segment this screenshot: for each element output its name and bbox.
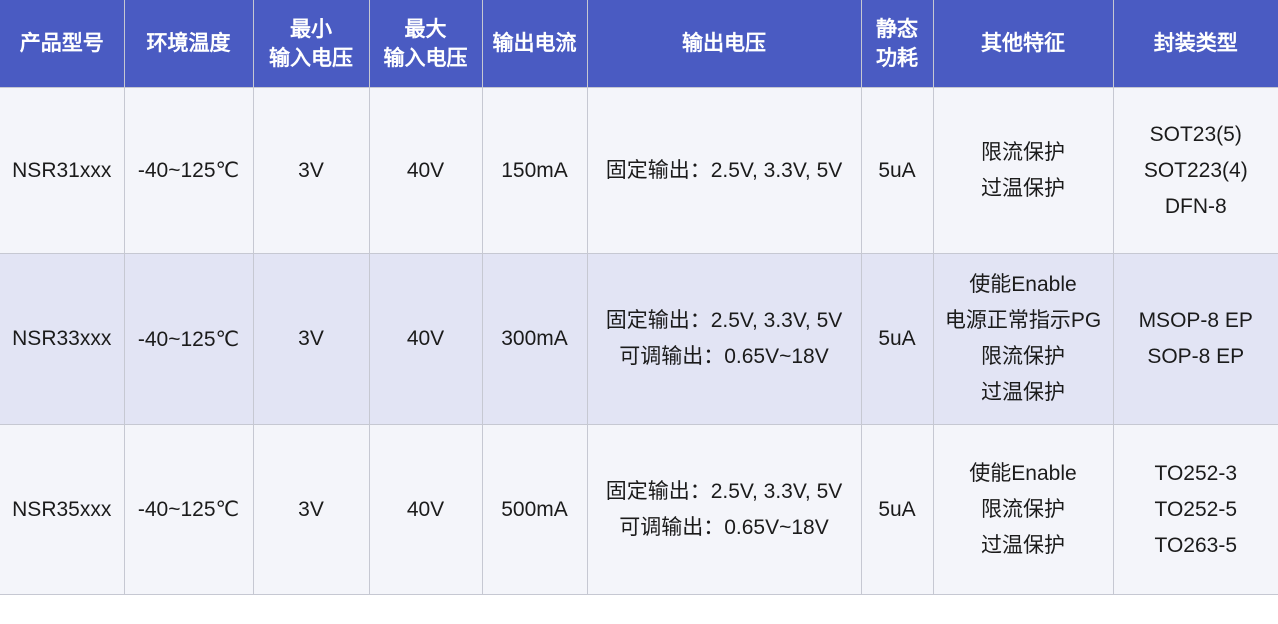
cell-model: NSR33xxx xyxy=(0,253,125,425)
cell-min-input-voltage: 3V xyxy=(252,87,370,254)
column-header-max-input-voltage: 最大 输入电压 xyxy=(368,0,483,88)
cell-quiescent-power: 5uA xyxy=(860,253,934,425)
column-header-package-type: 封装类型 xyxy=(1112,0,1278,88)
header-label-line: 静态 xyxy=(876,17,918,41)
header-label: 输出电流 xyxy=(492,32,577,55)
cell-max-input-voltage: 40V xyxy=(368,424,483,595)
cell-quiescent-power: 5uA xyxy=(860,424,934,595)
cell-line: SOP-8 EP xyxy=(1147,345,1245,368)
cell-line: 可调输出：0.65V~18V xyxy=(619,345,829,368)
table-row-nsr35: NSR35xxx -40~125℃ 3V 40V 500mA 固定输出：2.5V… xyxy=(0,424,1278,595)
cell-min-input-voltage: 3V xyxy=(252,253,370,425)
cell-line: 限流保护 xyxy=(981,140,1065,164)
cell-line: TO252-5 xyxy=(1154,497,1238,521)
cell-quiescent-power: 5uA xyxy=(860,87,934,254)
cell-output-voltage: 固定输出：2.5V, 3.3V, 5V xyxy=(586,87,862,254)
table-header: 产品型号 环境温度 最小 输入电压 最大 输入电压 输出电流 输出电压 静态 功… xyxy=(0,0,1278,88)
cell-line: 使能Enable xyxy=(969,273,1077,296)
cell-line: TO252-3 xyxy=(1154,461,1238,485)
cell-model: NSR31xxx xyxy=(0,87,125,254)
cell-line: 可调输出：0.65V~18V xyxy=(619,515,829,539)
cell-max-input-voltage: 40V xyxy=(368,87,483,254)
cell-output-voltage: 固定输出：2.5V, 3.3V, 5V 可调输出：0.65V~18V xyxy=(586,424,862,595)
cell-ambient-temp: -40~125℃ xyxy=(123,87,254,254)
cell-other-features: 使能Enable 电源正常指示PG 限流保护 过温保护 xyxy=(932,253,1114,425)
cell-ambient-temp: -40~125℃ xyxy=(123,253,254,425)
column-header-min-input-voltage: 最小 输入电压 xyxy=(252,0,370,88)
cell-line: 过温保护 xyxy=(981,381,1065,404)
cell-line: MSOP-8 EP xyxy=(1138,309,1253,332)
header-label: 环境温度 xyxy=(146,32,231,55)
cell-line: 限流保护 xyxy=(981,497,1065,521)
cell-max-input-voltage: 40V xyxy=(368,253,483,425)
column-header-ambient-temp: 环境温度 xyxy=(123,0,254,88)
header-label-line: 输入电压 xyxy=(269,46,353,70)
header-label-line: 输入电压 xyxy=(383,46,468,70)
header-row: 产品型号 环境温度 最小 输入电压 最大 输入电压 输出电流 输出电压 静态 功… xyxy=(0,0,1278,88)
header-label: 产品型号 xyxy=(19,32,104,55)
cell-line: 电源正常指示PG xyxy=(944,309,1102,332)
cell-line: 过温保护 xyxy=(981,176,1065,200)
cell-other-features: 限流保护 过温保护 xyxy=(932,87,1114,254)
table-row-nsr31: NSR31xxx -40~125℃ 3V 40V 150mA 固定输出：2.5V… xyxy=(0,87,1278,254)
cell-line: 固定输出：2.5V, 3.3V, 5V xyxy=(605,158,843,182)
cell-line: SOT223(4) xyxy=(1143,158,1248,182)
cell-line: 固定输出：2.5V, 3.3V, 5V xyxy=(605,479,843,503)
header-label-line: 最大 xyxy=(404,17,447,41)
header-label: 其他特征 xyxy=(981,32,1065,55)
column-header-model: 产品型号 xyxy=(0,0,125,88)
cell-model: NSR35xxx xyxy=(0,424,125,595)
cell-min-input-voltage: 3V xyxy=(252,424,370,595)
product-spec-table: 产品型号 环境温度 最小 输入电压 最大 输入电压 输出电流 输出电压 静态 功… xyxy=(0,0,1278,595)
cell-line: 限流保护 xyxy=(981,345,1065,368)
cell-output-current: 300mA xyxy=(481,253,588,425)
cell-output-voltage: 固定输出：2.5V, 3.3V, 5V 可调输出：0.65V~18V xyxy=(586,253,862,425)
header-label-line: 功耗 xyxy=(876,46,918,70)
cell-line: TO263-5 xyxy=(1154,533,1238,557)
cell-other-features: 使能Enable 限流保护 过温保护 xyxy=(932,424,1114,595)
cell-ambient-temp: -40~125℃ xyxy=(123,424,254,595)
cell-output-current: 500mA xyxy=(481,424,588,595)
cell-line: 使能Enable xyxy=(969,461,1077,485)
cell-package-types: TO252-3 TO252-5 TO263-5 xyxy=(1112,424,1278,595)
column-header-other-features: 其他特征 xyxy=(932,0,1114,88)
header-label: 输出电压 xyxy=(682,32,766,55)
cell-line: 过温保护 xyxy=(981,533,1065,557)
cell-line: DFN-8 xyxy=(1164,194,1227,218)
cell-package-types: SOT23(5) SOT223(4) DFN-8 xyxy=(1112,87,1278,254)
column-header-output-voltage: 输出电压 xyxy=(586,0,862,88)
cell-package-types: MSOP-8 EP SOP-8 EP xyxy=(1112,253,1278,425)
table-body: NSR31xxx -40~125℃ 3V 40V 150mA 固定输出：2.5V… xyxy=(0,87,1278,595)
column-header-quiescent-power: 静态 功耗 xyxy=(860,0,934,88)
cell-output-current: 150mA xyxy=(481,87,588,254)
header-label-line: 最小 xyxy=(290,17,332,41)
column-header-output-current: 输出电流 xyxy=(481,0,588,88)
cell-line: 固定输出：2.5V, 3.3V, 5V xyxy=(605,309,843,332)
table-row-nsr33: NSR33xxx -40~125℃ 3V 40V 300mA 固定输出：2.5V… xyxy=(0,253,1278,425)
header-label: 封装类型 xyxy=(1153,32,1238,55)
cell-line: SOT23(5) xyxy=(1149,122,1242,146)
